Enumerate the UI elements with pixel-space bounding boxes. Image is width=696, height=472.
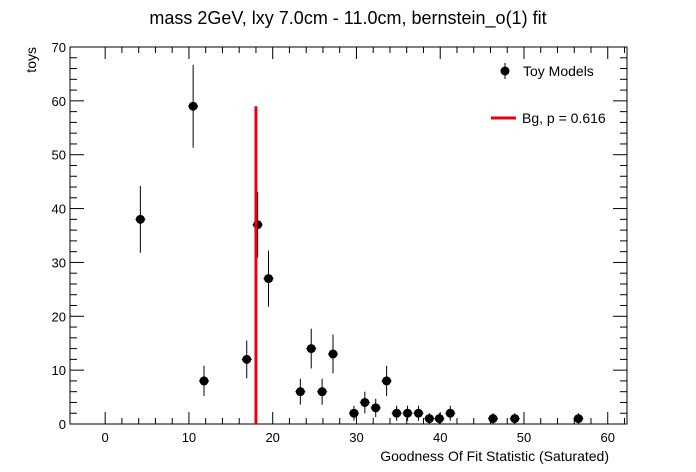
toy-model-point	[509, 413, 520, 424]
axis-tick-labels: 0 10 20 30 40 50 60 0 10 20 30 40 50 60 70	[52, 40, 615, 445]
point-marker	[349, 408, 359, 418]
point-marker	[199, 376, 209, 386]
axis-ticks	[70, 46, 627, 425]
toy-model-point	[306, 328, 317, 369]
y-tick-label: 70	[52, 40, 66, 55]
toy-model-point	[295, 378, 306, 405]
point-marker	[264, 274, 274, 284]
toy-model-point	[381, 365, 392, 396]
point-marker	[573, 414, 583, 424]
x-axis-label: Goodness Of Fit Statistic (Saturated)	[380, 448, 609, 464]
x-tick-label: 10	[182, 430, 196, 445]
point-marker	[371, 403, 381, 413]
point-marker	[510, 414, 520, 424]
point-marker	[403, 408, 413, 418]
point-marker	[328, 349, 338, 359]
toy-model-point	[487, 413, 499, 424]
toy-model-point	[188, 64, 199, 148]
point-marker	[360, 397, 370, 407]
toy-model-point	[252, 191, 263, 258]
toy-model-point	[359, 391, 370, 414]
toy-model-point	[424, 413, 435, 424]
toy-model-point	[241, 340, 252, 379]
plot-frame	[69, 46, 628, 425]
toy-model-point	[573, 413, 584, 424]
point-marker	[188, 101, 198, 111]
point-marker	[445, 408, 455, 418]
x-tick-label: 60	[601, 430, 615, 445]
toy-model-point	[263, 250, 274, 307]
point-marker	[382, 376, 392, 386]
y-tick-label: 50	[52, 148, 66, 163]
toy-model-point	[198, 365, 210, 396]
data-marks	[135, 64, 584, 424]
toy-model-point	[445, 405, 456, 421]
toy-model-point	[402, 405, 413, 421]
toy-model-point	[413, 405, 424, 421]
point-marker	[413, 408, 423, 418]
point-marker	[242, 354, 252, 364]
toy-model-point	[348, 405, 359, 421]
point-marker	[295, 387, 305, 397]
y-axis-label: toys	[23, 47, 39, 73]
y-tick-label: 30	[52, 255, 66, 270]
y-tick-label: 20	[52, 309, 66, 324]
point-marker	[135, 214, 145, 224]
legend: Toy Models Bg, p = 0.616	[491, 63, 606, 126]
point-marker	[488, 414, 498, 424]
point-marker	[306, 344, 316, 354]
x-tick-label: 40	[433, 430, 447, 445]
chart-title: mass 2GeV, lxy 7.0cm - 11.0cm, bernstein…	[149, 8, 546, 29]
point-marker	[424, 414, 434, 424]
y-tick-label: 40	[52, 202, 66, 217]
toy-model-point	[317, 378, 328, 405]
legend-toy-label: Toy Models	[523, 63, 594, 79]
legend-toy-marker	[500, 66, 510, 76]
toy-model-point	[370, 398, 381, 417]
point-marker	[317, 387, 327, 397]
point-marker	[434, 414, 444, 424]
x-tick-label: 0	[102, 430, 109, 445]
x-tick-label: 20	[265, 430, 279, 445]
y-tick-label: 0	[59, 417, 66, 432]
legend-bg-label: Bg, p = 0.616	[522, 110, 606, 126]
x-tick-label: 30	[349, 430, 363, 445]
toy-model-point	[434, 413, 445, 424]
toy-model-point	[327, 334, 339, 374]
x-tick-label: 50	[517, 430, 531, 445]
toy-model-point	[135, 185, 146, 253]
point-marker	[392, 408, 402, 418]
toy-model-point	[391, 405, 402, 421]
y-tick-label: 10	[52, 363, 66, 378]
y-tick-label: 60	[52, 94, 66, 109]
